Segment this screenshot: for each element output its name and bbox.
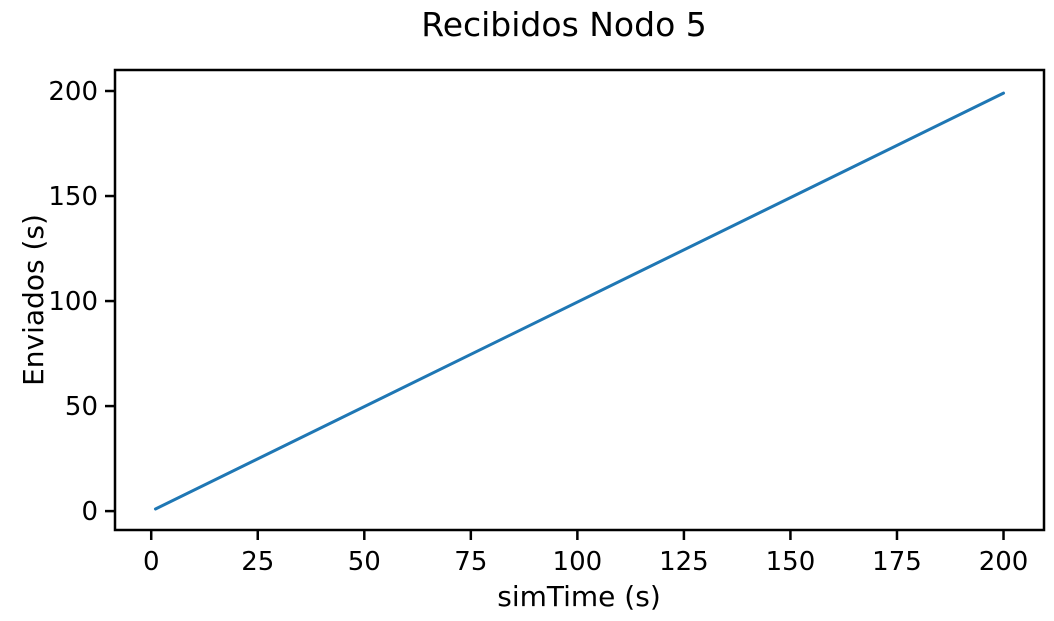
x-tick-label-150: 150 [766,547,816,577]
x-axis-label: simTime (s) [497,580,661,613]
y-axis-label: Enviados (s) [17,214,50,386]
x-tick-label-0: 0 [143,547,160,577]
y-tick-label-100: 100 [48,287,98,317]
x-tick-label-25: 25 [241,547,274,577]
plot-frame [113,68,1046,532]
plot-area [153,91,1006,511]
y-tick-label-50: 50 [65,392,98,422]
x-tick-label-50: 50 [348,547,381,577]
x-tick-label-75: 75 [454,547,487,577]
y-tick-label-0: 0 [81,497,98,527]
x-tick-label-125: 125 [659,547,709,577]
axis-ticks: 0 25 50 75 100 125 150 175 200 0 50 100 150 200 [48,77,1028,577]
x-tick-label-200: 200 [979,547,1029,577]
chart-title: Recibidos Nodo 5 [421,5,707,44]
y-tick-label-200: 200 [48,77,98,107]
series-line-1 [153,91,1006,511]
y-tick-label-150: 150 [48,182,98,212]
x-tick-label-175: 175 [872,547,922,577]
x-tick-label-100: 100 [553,547,603,577]
